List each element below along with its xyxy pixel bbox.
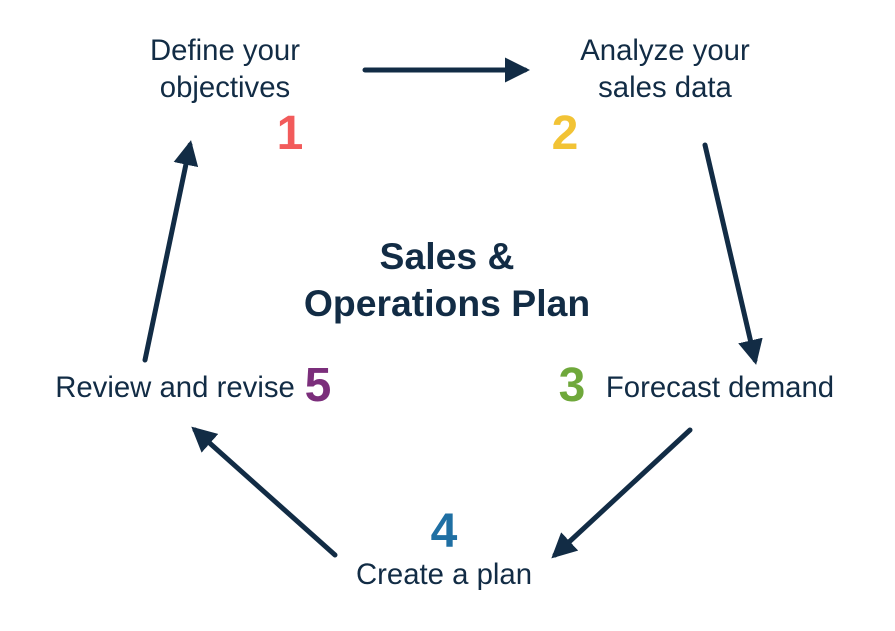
- node-1-label: Define your objectives: [115, 33, 335, 106]
- node-2-number: 2: [535, 106, 595, 161]
- node-4-label: Create a plan: [334, 557, 554, 594]
- node-3-label: Forecast demand: [590, 370, 850, 407]
- diagram-title-line1: Sales &: [380, 235, 515, 277]
- diagram-title: Sales & Operations Plan: [267, 233, 627, 326]
- node-2-label: Analyze your sales data: [555, 33, 775, 106]
- node-1-number: 1: [260, 106, 320, 161]
- node-5-number: 5: [288, 358, 348, 413]
- node-5-label: Review and revise: [45, 370, 305, 407]
- diagram-title-line2: Operations Plan: [304, 282, 590, 324]
- node-3-number: 3: [542, 358, 602, 413]
- diagram-canvas: Sales & Operations Plan Define your obje…: [0, 0, 895, 631]
- node-4-number: 4: [414, 504, 474, 559]
